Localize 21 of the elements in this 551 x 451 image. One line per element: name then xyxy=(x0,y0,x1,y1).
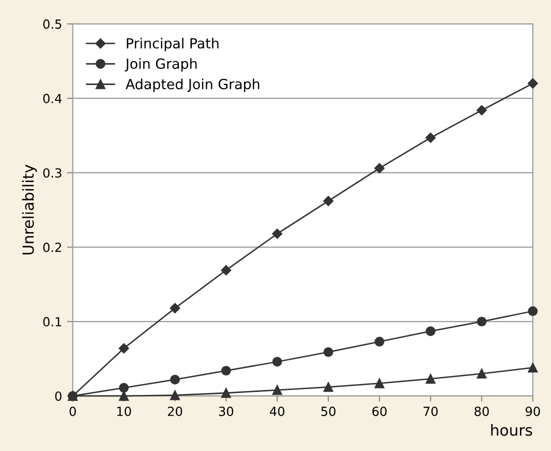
legend-label: Join Graph xyxy=(124,58,197,72)
x-tick-label: 90 xyxy=(526,406,540,416)
x-tick-label: 10 xyxy=(117,406,131,416)
x-tick-label: 30 xyxy=(219,406,234,416)
x-tick-label: 40 xyxy=(270,406,284,416)
y-tick-label: 0.5 xyxy=(43,19,62,29)
y-tick-label: 0.1 xyxy=(43,317,62,326)
x-tick-label: 50 xyxy=(321,406,336,416)
x-tick-label: 70 xyxy=(424,406,438,416)
x-axis-title: hours xyxy=(491,424,532,436)
y-tick-label: 0.3 xyxy=(43,168,62,178)
x-tick-label: 20 xyxy=(168,406,182,416)
y-tick-label: 0.2 xyxy=(43,242,62,252)
x-tick-label: 0 xyxy=(70,406,76,416)
y-axis-title: Unreliability xyxy=(22,164,37,254)
x-tick-label: 80 xyxy=(474,406,489,416)
y-tick-label: 0 xyxy=(55,391,62,401)
legend-label: Principal Path xyxy=(126,38,218,52)
y-tick-label: 0.4 xyxy=(43,94,62,104)
x-tick-label: 60 xyxy=(372,406,387,416)
legend-label: Adapted Join Graph xyxy=(126,78,260,92)
